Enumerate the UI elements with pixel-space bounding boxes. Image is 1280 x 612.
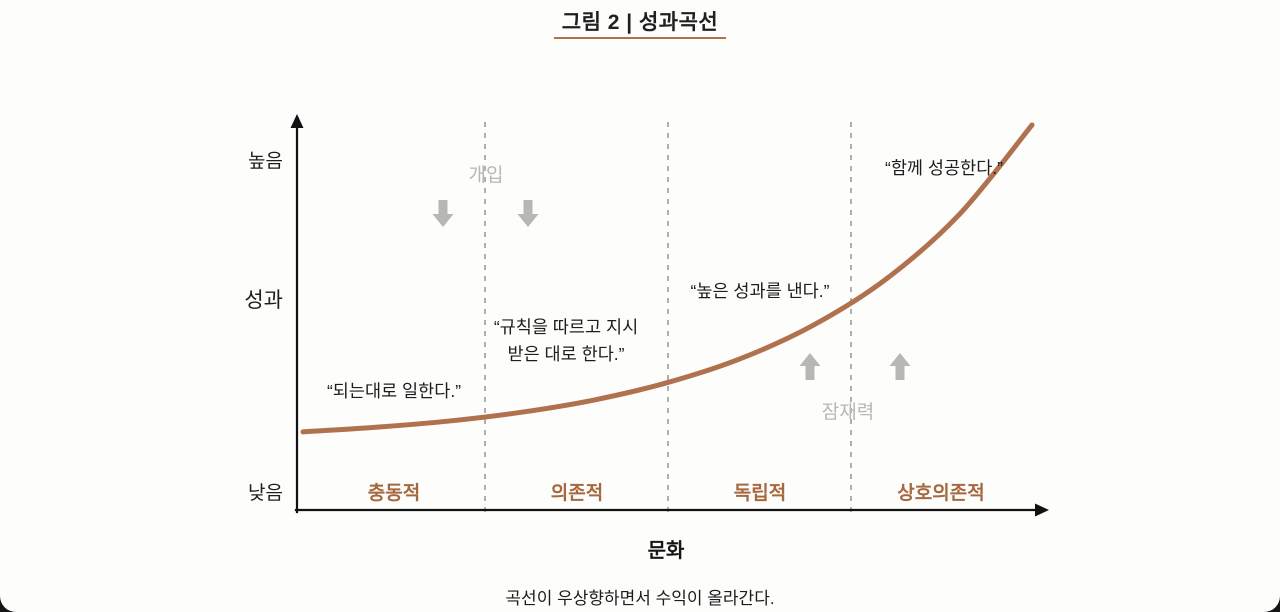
x-axis-arrowhead-icon <box>1035 503 1049 517</box>
quote-dependent-line2: 받은 대로 한다.” <box>507 344 625 365</box>
quote-dependent-line1: “규칙을 따르고 지시 <box>493 317 639 337</box>
y-axis-max-label: 높음 <box>248 151 283 172</box>
category-impulsive: 충동적 <box>367 483 421 504</box>
potential-up-arrow-icon-2 <box>889 353 911 380</box>
title-underline <box>554 37 726 39</box>
y-axis-min-label: 낮음 <box>248 483 283 504</box>
quote-impulsive: “되는대로 일한다.” <box>326 381 462 401</box>
y-axis-title: 성과 <box>244 289 283 312</box>
intervention-down-arrow-icon-1 <box>432 200 454 227</box>
quote-interdependent: “함께 성공한다.” <box>885 158 1003 178</box>
intervention-down-arrow-icon-2 <box>517 200 539 227</box>
category-dependent: 의존적 <box>550 483 604 504</box>
category-independent: 독립적 <box>733 483 787 504</box>
figure-title: 그림 2 | 성과곡선 <box>561 11 719 34</box>
x-axis-title: 문화 <box>647 540 685 562</box>
quote-dependent: “규칙을 따르고 지시 받은 대로 한다.” <box>466 314 666 368</box>
y-axis-arrowhead-icon <box>290 114 304 128</box>
performance-curve <box>300 122 1035 435</box>
quote-independent: “높은 성과를 낸다.” <box>690 281 830 301</box>
figure-caption: 곡선이 우상향하면서 수익이 올라간다. <box>505 589 775 608</box>
potential-up-arrow-icon-1 <box>799 353 821 380</box>
intervention-label: 개입 <box>468 165 504 186</box>
category-interdependent: 상호의존적 <box>897 483 985 504</box>
potential-label: 잠재력 <box>821 402 875 423</box>
